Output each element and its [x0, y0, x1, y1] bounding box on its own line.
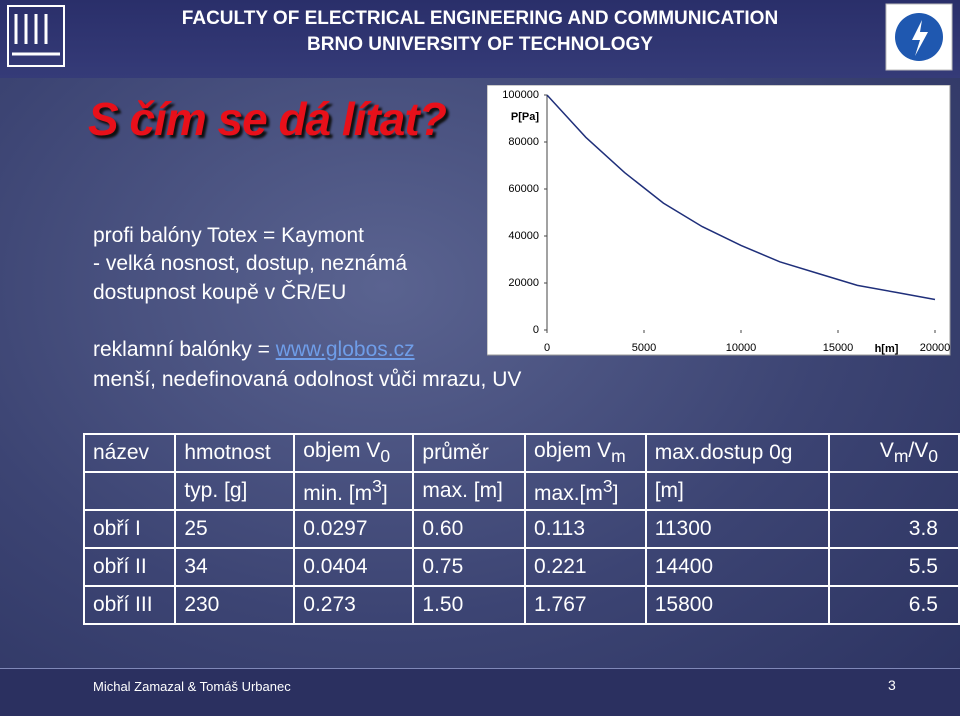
table-cell: 0.0404 — [293, 547, 415, 587]
university-logo — [885, 3, 953, 71]
y-tick-label: 80000 — [508, 136, 539, 148]
cell-text: objem V — [534, 438, 612, 462]
table-cell: objem Vm — [524, 433, 647, 473]
table-cell: typ. [g] — [174, 471, 296, 511]
table-cell: 1.50 — [412, 585, 527, 625]
page-number: 3 — [888, 677, 896, 693]
cell-text: m — [611, 446, 626, 467]
x-tick-label: 0 — [544, 342, 550, 354]
table-cell: 11300 — [644, 509, 831, 549]
y-tick-label: 20000 — [508, 277, 539, 289]
table-cell: 3.8 — [828, 509, 960, 549]
cell-text: 0 — [928, 446, 938, 467]
table-cell: 6.5 — [828, 585, 960, 625]
data-line — [546, 94, 936, 301]
table-row: obří III 230 0.273 1.50 1.767 15800 6.5 — [82, 585, 960, 625]
table-cell: 0.0297 — [293, 509, 415, 549]
cell-text: max.dostup 0g — [654, 441, 793, 464]
table-cell: obří III — [82, 585, 177, 625]
x-axis-label: h[m] — [875, 343, 899, 355]
bullet-line: dostupnost koupě v ČR/EU — [93, 281, 347, 304]
table-cell: 5.5 — [828, 547, 960, 587]
table-row: obří I 25 0.0297 0.60 0.113 11300 3.8 — [82, 509, 960, 549]
table-cell: 0.60 — [412, 509, 527, 549]
y-tick-label: 40000 — [508, 230, 539, 242]
table-cell: [m] — [644, 471, 831, 511]
cell-text: 0 — [380, 446, 391, 467]
text: reklamní balónky = — [93, 338, 276, 361]
cell-text: [m] — [654, 479, 684, 502]
cell-text: průměr — [422, 441, 489, 464]
cell-text: ] — [612, 482, 619, 505]
table-row: název hmotnost objem V0 průměr objem Vm max.d… — [82, 433, 960, 473]
table-cell: 25 — [174, 509, 296, 549]
table-cell: 230 — [174, 585, 296, 625]
cell-text: min. [m — [303, 482, 373, 505]
chart-frame — [487, 85, 951, 356]
table-cell: 0.113 — [524, 509, 647, 549]
table-cell: objem V0 — [293, 433, 415, 473]
x-tick-label: 20000 — [920, 342, 951, 354]
cell-text: typ. [g] — [184, 479, 248, 502]
y-axis-label: P[Pa] — [511, 111, 539, 123]
table-cell: max.dostup 0g — [644, 433, 831, 473]
table-cell — [828, 471, 960, 511]
bullet-line: - velká nosnost, dostup, neznámá — [93, 252, 408, 275]
table-cell: obří I — [82, 509, 177, 549]
header-bar: FACULTY OF ELECTRICAL ENGINEERING AND CO… — [0, 0, 960, 78]
x-tick-label: 10000 — [726, 342, 757, 354]
cell-text: max. [m] — [422, 479, 503, 502]
bullet-line: profi balóny Totex = Kaymont — [93, 224, 365, 247]
cell-text: hmotnost — [184, 441, 271, 464]
cell-text: m — [893, 446, 909, 467]
x-tick-label: 15000 — [823, 342, 854, 354]
table-cell: 0.221 — [524, 547, 647, 587]
table-cell — [82, 471, 177, 511]
faculty-logo — [7, 5, 65, 67]
data-table: název hmotnost objem V0 průměr objem Vm max.d… — [82, 433, 960, 625]
table-cell: min. [m3] — [293, 471, 415, 511]
footer-authors: Michal Zamazal & Tomáš Urbanec — [93, 679, 291, 694]
table-cell: 1.767 — [524, 585, 647, 625]
link[interactable]: www.globos.cz — [275, 338, 415, 361]
table-cell: 15800 — [644, 585, 831, 625]
header-line: BRNO UNIVERSITY OF TECHNOLOGY — [307, 34, 653, 55]
header-line: FACULTY OF ELECTRICAL ENGINEERING AND CO… — [181, 8, 779, 29]
y-tick-label: 60000 — [508, 183, 539, 195]
cell-text: ] — [381, 482, 388, 505]
cell-text: /V — [908, 438, 929, 462]
table-row: obří II 34 0.0404 0.75 0.221 14400 5.5 — [82, 547, 960, 587]
table-cell: max. [m] — [412, 471, 527, 511]
bullet-line: menší, nedefinovaná odolnost vůči mrazu,… — [93, 368, 522, 391]
cell-text: 3 — [372, 476, 382, 496]
cell-text: objem V — [303, 438, 381, 462]
cell-text: max.[m — [534, 482, 603, 505]
cell-text: 3 — [602, 476, 613, 496]
table-cell: 0.273 — [293, 585, 415, 625]
cell-text: V — [879, 438, 894, 462]
table-cell: průměr — [412, 433, 527, 473]
y-tick-label: 100000 — [502, 89, 539, 101]
table-cell: název — [82, 433, 177, 473]
slide-title: S čím se dá lítat? — [88, 93, 447, 145]
y-tick-label: 0 — [533, 324, 539, 336]
table-cell: max.[m3] — [524, 471, 647, 511]
table-cell: hmotnost — [174, 433, 296, 473]
table-cell: 0.75 — [412, 547, 527, 587]
chart: 0 20000 40000 60000 80000 100000 0 5000 10000 150… — [487, 85, 951, 356]
table-cell: obří II — [82, 547, 177, 587]
cell-text: název — [93, 441, 150, 464]
x-tick-label: 5000 — [632, 342, 656, 354]
table-row: typ. [g] min. [m3] max. [m] max.[m3] [m] — [82, 471, 960, 511]
footer-bar: Michal Zamazal & Tomáš Urbanec 3 — [0, 668, 960, 716]
table-cell: 34 — [174, 547, 296, 587]
table-cell: 14400 — [644, 547, 831, 587]
table-cell: Vm/V0 — [828, 433, 960, 473]
bullet-line: reklamní balónky = www.globos.cz — [93, 338, 415, 362]
